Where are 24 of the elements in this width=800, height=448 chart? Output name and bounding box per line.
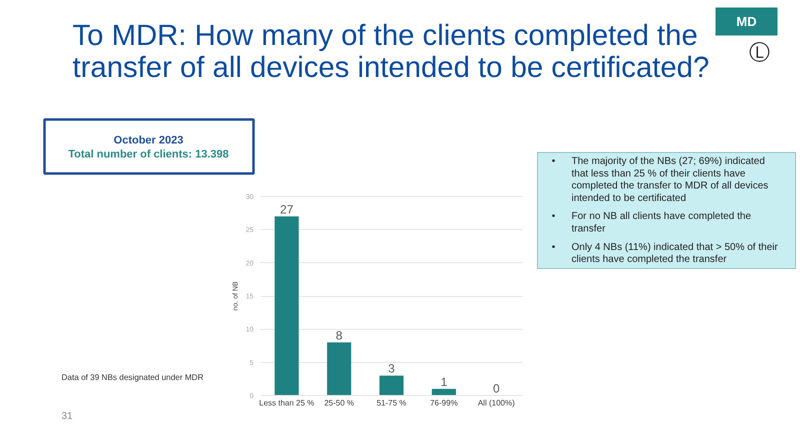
data-label: 1 xyxy=(440,374,448,389)
bar xyxy=(432,388,456,396)
text: Data of 39 NBs designated under MDR xyxy=(62,373,204,382)
x-tick-label: All (100%) xyxy=(478,398,516,408)
text: MD xyxy=(736,14,757,29)
x-tick-label: 25-50 % xyxy=(324,398,354,408)
text: • The majority of the NBs (27; 69%) indicated that less than 25 % of their clients have completed the transfer to MDR of all devices intended to be certificated xyxy=(552,156,768,204)
data-label: 27 xyxy=(280,202,294,216)
data-label: 8 xyxy=(336,328,343,342)
bar xyxy=(327,342,352,396)
x-tick-label: 51-75 % xyxy=(376,398,406,408)
bar xyxy=(274,216,299,396)
text: Ⓛ xyxy=(749,40,770,64)
text: • Only 4 NBs (11%) indicated that > 50% of their clients have completed the transfer xyxy=(552,242,778,266)
x-tick-label: 76-99% xyxy=(430,398,458,408)
data-label: 0 xyxy=(492,382,500,396)
chart-title: To MDR: How many of the clients completed the transfer of all devices intended to be certificated? xyxy=(72,19,710,84)
bar xyxy=(379,376,404,396)
text: 31 xyxy=(62,411,74,422)
text: Total number of clients: 13.398 xyxy=(68,148,229,160)
text: October 2023 xyxy=(114,134,184,146)
data-label: 3 xyxy=(388,362,396,376)
text: • For no NB all clients have completed the transfer xyxy=(552,211,752,234)
x-tick-label: Less than 25 % xyxy=(259,398,314,408)
